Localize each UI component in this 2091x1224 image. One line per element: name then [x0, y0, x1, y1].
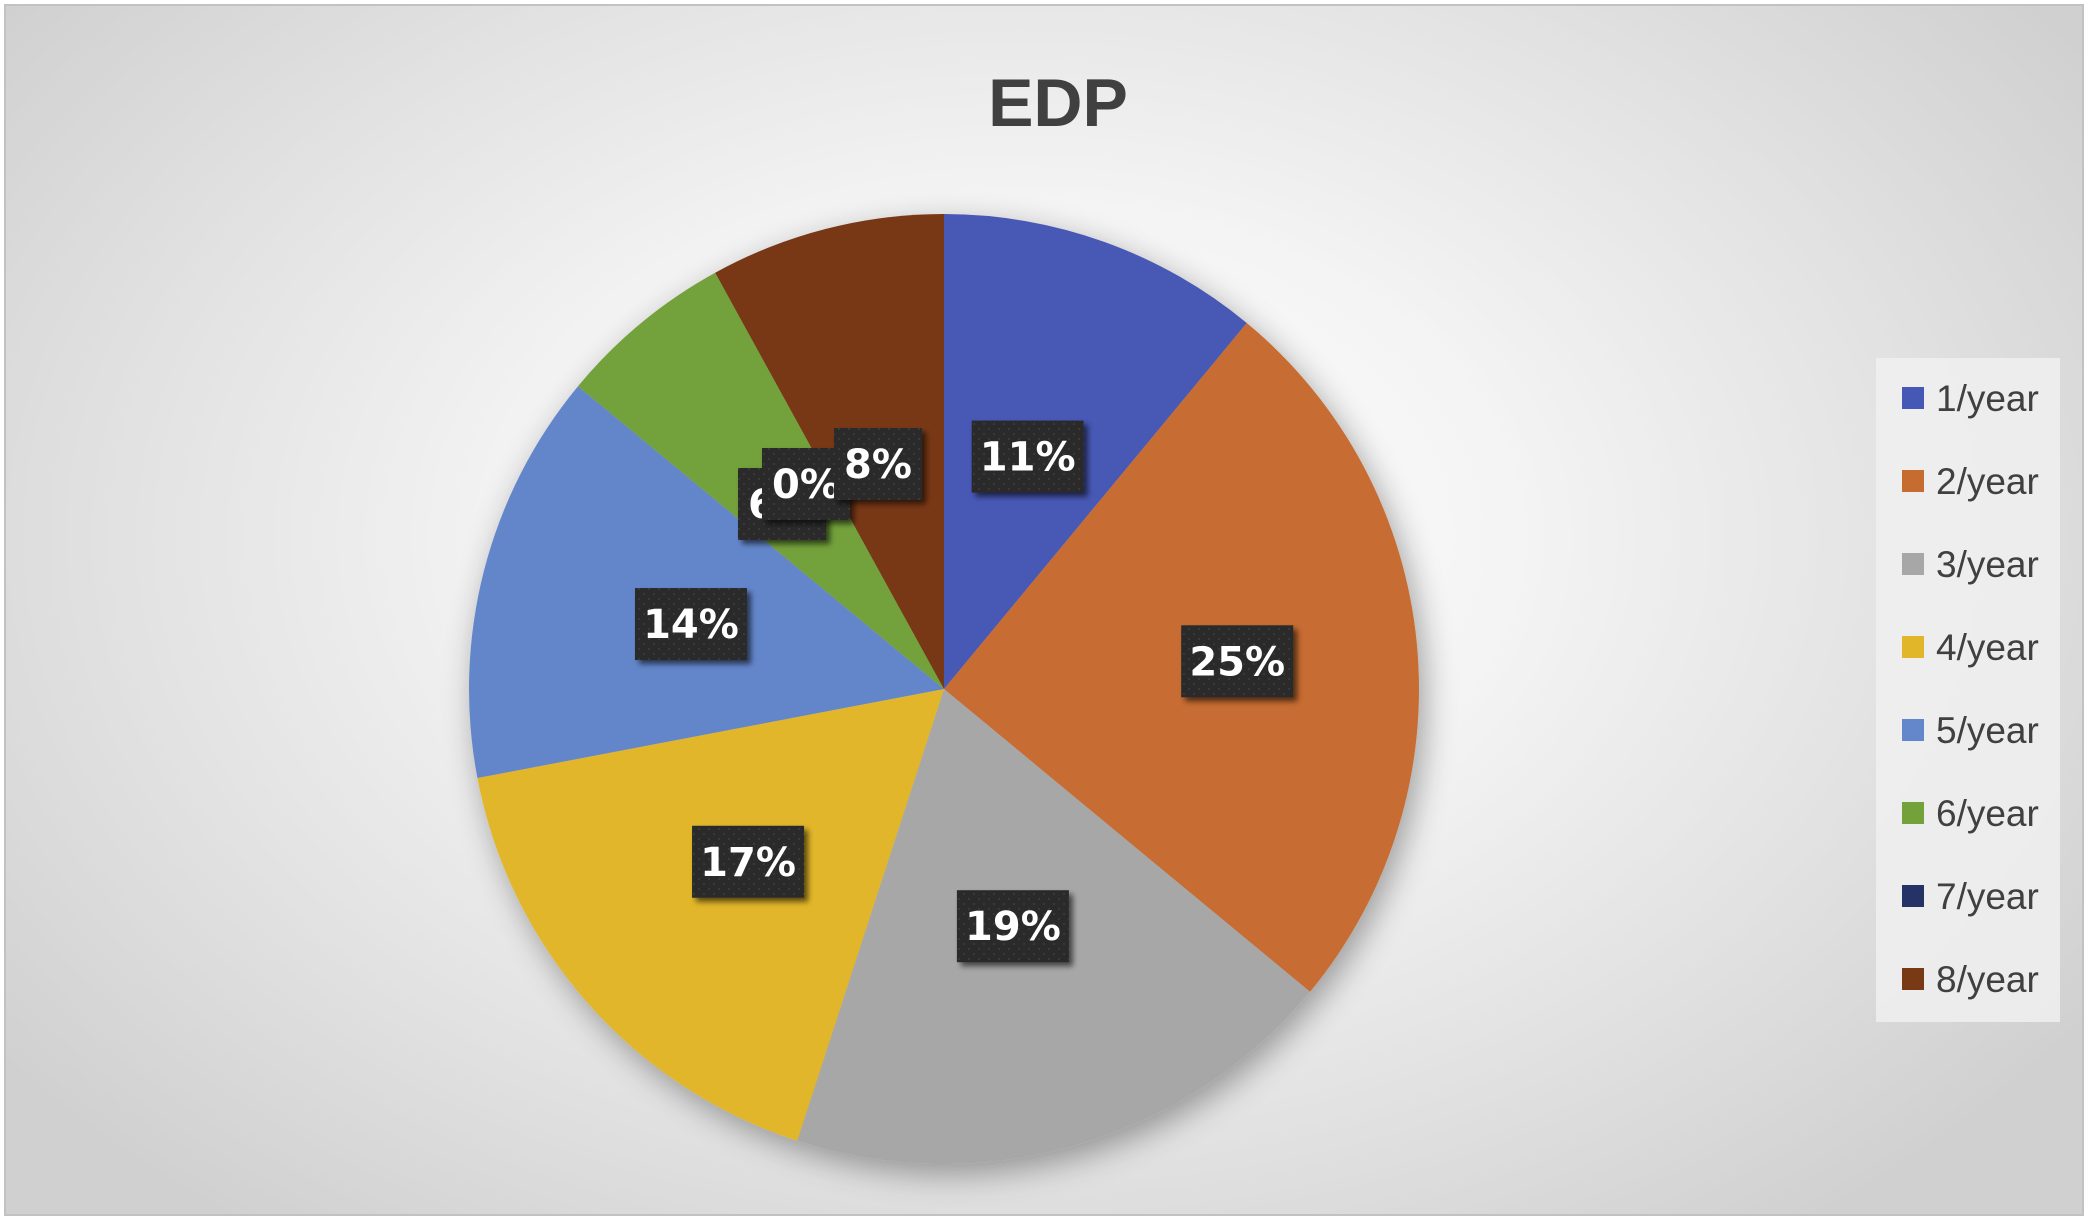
legend-label: 8/year — [1936, 959, 2039, 1000]
data-label-box — [692, 825, 805, 898]
data-label-4-year: 17% — [692, 825, 805, 898]
pie-chart: EDP 11%25%19%17%14%6%0%8% 1/year2/year3/… — [469, 65, 2060, 1164]
legend-swatch — [1902, 553, 1924, 575]
data-label-5-year: 14% — [634, 588, 747, 661]
legend: 1/year 2/year 3/year 4/year 5/year 6/year 7/ye… — [1876, 358, 2060, 1022]
data-label-box — [971, 420, 1084, 493]
legend-item-7-year: 7/year — [1902, 876, 2039, 917]
legend-label: 5/year — [1936, 710, 2039, 751]
legend-swatch — [1902, 719, 1924, 741]
legend-item-6-year: 6/year — [1902, 793, 2039, 834]
legend-item-1-year: 1/year — [1902, 378, 2039, 419]
legend-swatch — [1902, 968, 1924, 990]
legend-item-8-year: 8/year — [1902, 959, 2039, 1000]
legend-swatch — [1902, 387, 1924, 409]
legend-item-3-year: 3/year — [1902, 544, 2039, 585]
pie-slice-1-year — [944, 214, 1247, 689]
data-label-box — [1181, 625, 1294, 698]
data-label-1-year: 11% — [971, 420, 1084, 493]
data-label-text: 17% — [700, 840, 796, 886]
data-label-text: 19% — [965, 904, 1061, 950]
data-labels: 11%25%19%17%14%6%0%8% — [634, 420, 1294, 963]
data-label-text: 0% — [772, 462, 840, 508]
chart-frame: EDP 11%25%19%17%14%6%0%8% 1/year2/year3/… — [4, 4, 2084, 1216]
data-label-text: 8% — [844, 442, 912, 488]
legend-swatch — [1902, 636, 1924, 658]
data-label-8-year: 8% — [834, 428, 922, 500]
data-label-box — [634, 588, 747, 661]
legend-swatch — [1902, 470, 1924, 492]
data-label-text: 14% — [643, 602, 739, 648]
data-label-text: 25% — [1189, 639, 1285, 685]
legend-label: 7/year — [1936, 876, 2039, 917]
legend-label: 4/year — [1936, 627, 2039, 668]
legend-swatch — [1902, 885, 1924, 907]
data-label-box — [834, 428, 922, 500]
legend-item-4-year: 4/year — [1902, 627, 2039, 668]
data-label-2-year: 25% — [1181, 625, 1294, 698]
data-label-3-year: 19% — [956, 890, 1069, 963]
legend-swatch — [1902, 802, 1924, 824]
pie-slice-4-year — [477, 689, 944, 1141]
pie-slice-5-year — [469, 386, 944, 779]
data-label-text: 11% — [980, 435, 1076, 481]
data-label-box — [956, 890, 1069, 963]
legend-item-5-year: 5/year — [1902, 710, 2039, 751]
legend-label: 1/year — [1936, 378, 2039, 419]
legend-item-2-year: 2/year — [1902, 461, 2039, 502]
chart-title: EDP — [988, 65, 1128, 141]
legend-label: 2/year — [1936, 461, 2039, 502]
legend-label: 3/year — [1936, 544, 2039, 585]
legend-label: 6/year — [1936, 793, 2039, 834]
